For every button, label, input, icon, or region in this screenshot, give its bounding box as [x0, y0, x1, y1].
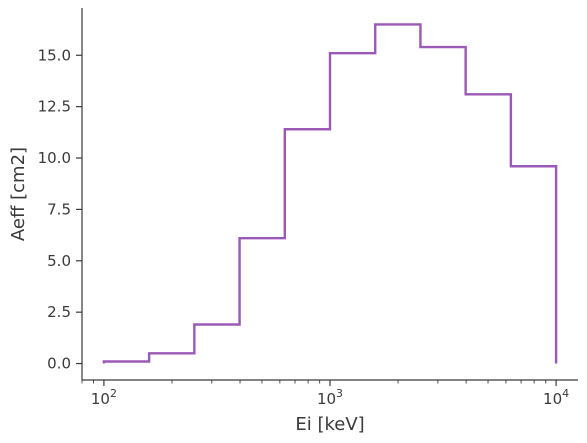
y-tick-label: 12.5	[38, 98, 71, 116]
y-tick-label: 7.5	[47, 200, 71, 218]
y-tick-label: 2.5	[47, 303, 71, 321]
x-axis-label: Ei [keV]	[295, 414, 364, 435]
x-tick-label: 104	[543, 387, 569, 408]
y-tick-label: 15.0	[38, 46, 71, 64]
axis-ticks	[76, 54, 557, 386]
x-tick-label: 102	[91, 387, 117, 408]
y-axis-label: Aeff [cm2]	[8, 147, 29, 241]
x-tick-label: 103	[317, 387, 343, 408]
y-tick-label: 10.0	[38, 149, 71, 167]
y-tick-label: 0.0	[47, 355, 71, 373]
aeff-step-line	[102, 23, 558, 364]
y-tick-label: 5.0	[47, 252, 71, 270]
series-group	[102, 23, 558, 364]
tick-labels: 102 103 104 0.0 2.5 5.0 7.5 10.0 12.5 15.0	[38, 46, 570, 408]
